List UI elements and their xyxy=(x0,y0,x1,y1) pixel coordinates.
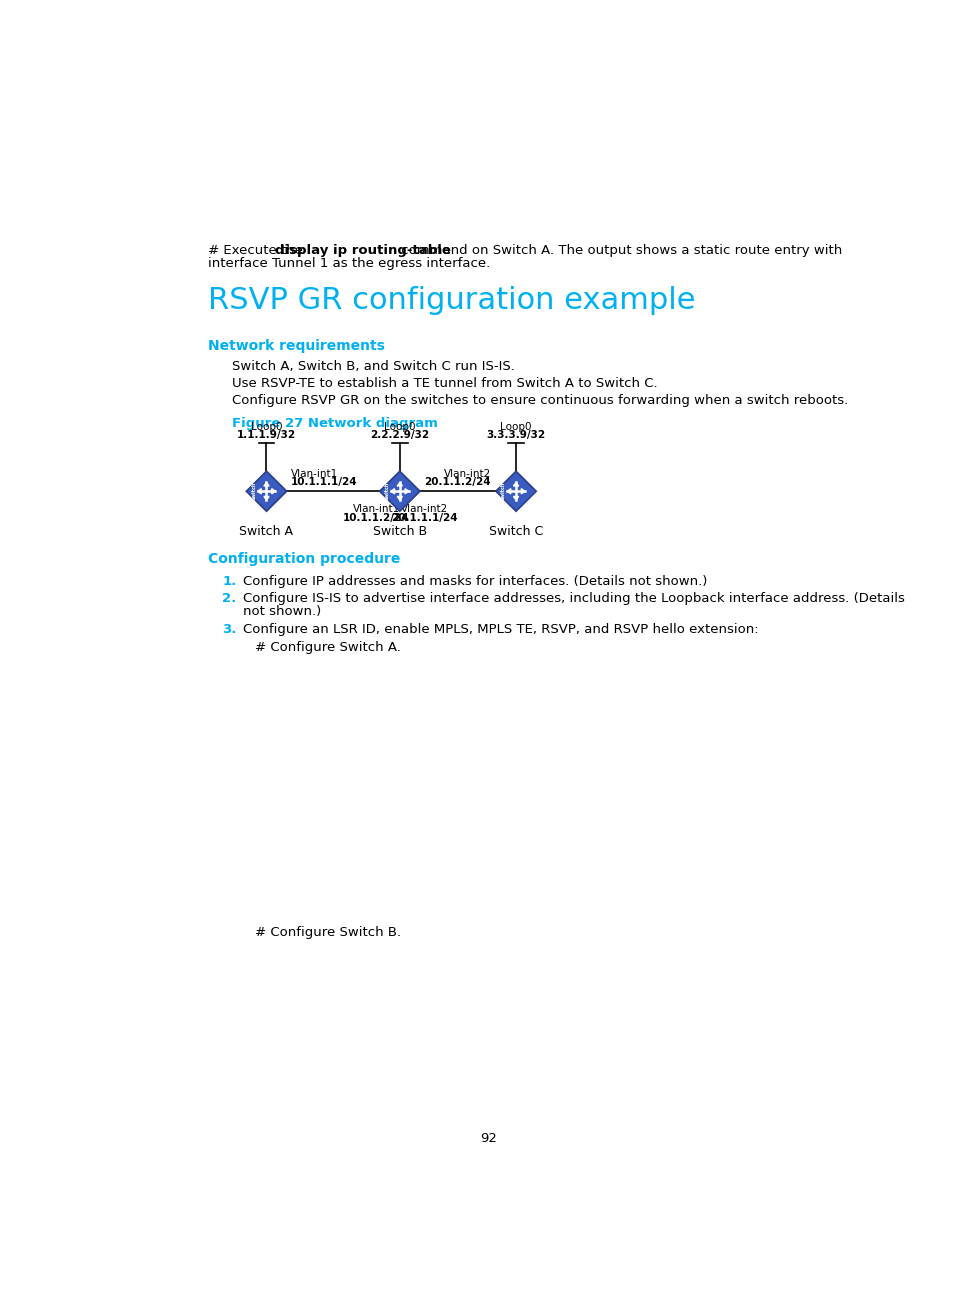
Polygon shape xyxy=(513,482,518,486)
Text: Vlan-int2: Vlan-int2 xyxy=(443,469,491,480)
Polygon shape xyxy=(246,472,286,511)
Text: 20.1.1.2/24: 20.1.1.2/24 xyxy=(424,477,491,487)
Text: Switch C: Switch C xyxy=(488,525,542,538)
Polygon shape xyxy=(264,482,269,486)
Text: Switch A: Switch A xyxy=(239,525,294,538)
Polygon shape xyxy=(396,482,402,486)
Text: Configure IS-IS to advertise interface addresses, including the Loopback interfa: Configure IS-IS to advertise interface a… xyxy=(243,592,904,605)
Text: Use RSVP-TE to establish a TE tunnel from Switch A to Switch C.: Use RSVP-TE to establish a TE tunnel fro… xyxy=(232,377,657,390)
Text: Configure IP addresses and masks for interfaces. (Details not shown.): Configure IP addresses and masks for int… xyxy=(243,575,707,588)
Text: 10.1.1.2/24: 10.1.1.2/24 xyxy=(343,513,410,522)
Text: 3.3.3.9/32: 3.3.3.9/32 xyxy=(486,430,545,441)
Polygon shape xyxy=(520,489,524,494)
Text: Loop0: Loop0 xyxy=(384,422,416,432)
Text: 2.2.2.9/32: 2.2.2.9/32 xyxy=(370,430,429,441)
Text: # Execute the: # Execute the xyxy=(208,244,307,257)
Polygon shape xyxy=(379,472,419,511)
Polygon shape xyxy=(391,489,395,494)
Text: Figure 27 Network diagram: Figure 27 Network diagram xyxy=(232,416,437,429)
Text: 10.1.1.1/24: 10.1.1.1/24 xyxy=(291,477,357,487)
Polygon shape xyxy=(405,489,408,494)
Text: Switch: Switch xyxy=(384,482,390,500)
Polygon shape xyxy=(513,496,518,500)
Polygon shape xyxy=(272,489,275,494)
Text: Switch B: Switch B xyxy=(373,525,426,538)
Text: Switch: Switch xyxy=(252,482,256,500)
Text: Vlan-int1: Vlan-int1 xyxy=(291,469,338,480)
Text: 2.: 2. xyxy=(222,592,236,605)
Text: # Configure Switch B.: # Configure Switch B. xyxy=(254,925,400,938)
Text: Configure an LSR ID, enable MPLS, MPLS TE, RSVP, and RSVP hello extension:: Configure an LSR ID, enable MPLS, MPLS T… xyxy=(243,623,758,636)
Polygon shape xyxy=(257,489,261,494)
Polygon shape xyxy=(496,472,536,511)
Text: Loop0: Loop0 xyxy=(251,422,282,432)
Text: interface Tunnel 1 as the egress interface.: interface Tunnel 1 as the egress interfa… xyxy=(208,257,490,270)
Text: RSVP GR configuration example: RSVP GR configuration example xyxy=(208,286,695,315)
Text: not shown.): not shown.) xyxy=(243,605,321,618)
Text: # Configure Switch A.: # Configure Switch A. xyxy=(254,642,400,654)
Text: Switch A, Switch B, and Switch C run IS-IS.: Switch A, Switch B, and Switch C run IS-… xyxy=(232,360,514,373)
Text: Configure RSVP GR on the switches to ensure continuous forwarding when a switch : Configure RSVP GR on the switches to ens… xyxy=(232,394,847,407)
Polygon shape xyxy=(507,489,510,494)
Text: 1.: 1. xyxy=(222,575,236,588)
Text: Switch: Switch xyxy=(500,482,505,500)
Text: Configuration procedure: Configuration procedure xyxy=(208,552,400,566)
Text: 1.1.1.9/32: 1.1.1.9/32 xyxy=(236,430,295,441)
Text: 20.1.1.1/24: 20.1.1.1/24 xyxy=(391,513,457,522)
Text: Vlan-int1: Vlan-int1 xyxy=(353,504,399,513)
Text: Vlan-int2: Vlan-int2 xyxy=(400,504,448,513)
Polygon shape xyxy=(396,496,402,500)
Text: 92: 92 xyxy=(480,1131,497,1144)
Text: command on Switch A. The output shows a static route entry with: command on Switch A. The output shows a … xyxy=(397,244,841,257)
Text: Loop0: Loop0 xyxy=(499,422,531,432)
Polygon shape xyxy=(264,496,269,500)
Text: display ip routing-table: display ip routing-table xyxy=(274,244,451,257)
Text: Network requirements: Network requirements xyxy=(208,338,385,353)
Text: 3.: 3. xyxy=(222,623,236,636)
